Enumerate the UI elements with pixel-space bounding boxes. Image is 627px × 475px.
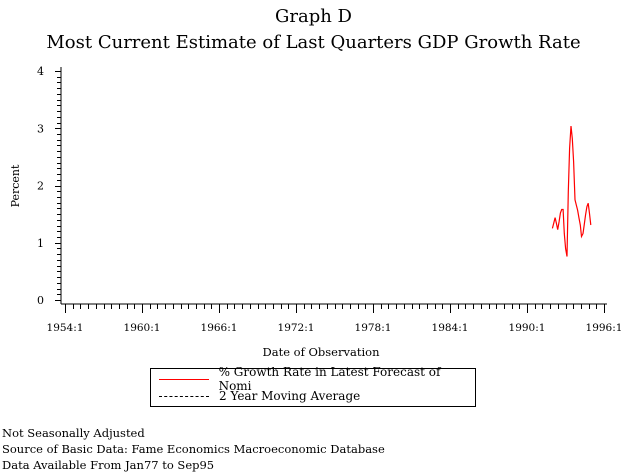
footnote: Data Available From Jan77 to Sep95 — [2, 458, 215, 472]
x-tick-label: 1954:1 — [47, 322, 84, 334]
axes: 0 1 2 3 4 1954:1 1960:1 1966:1 1972:1 1978:1 1984:… — [37, 65, 622, 334]
footnote: Not Seasonally Adjusted — [2, 426, 145, 440]
x-tick-label: 1960:1 — [124, 322, 161, 334]
y-tick-label: 4 — [37, 65, 44, 78]
x-tick-label: 1990:1 — [509, 322, 546, 334]
y-tick-label: 2 — [37, 180, 44, 193]
y-tick-label: 0 — [37, 294, 44, 307]
footnote: Source of Basic Data: Fame Economics Mac… — [2, 442, 385, 456]
x-tick-label: 1984:1 — [432, 322, 469, 334]
series-group — [551, 125, 592, 257]
legend-label: % Growth Rate in Latest Forecast of Nomi — [218, 365, 441, 393]
x-axis-label: Date of Observation — [263, 345, 381, 359]
series-line — [551, 125, 592, 257]
y-axis-label: Percent — [9, 164, 22, 207]
legend-item: 2 Year Moving Average — [159, 388, 360, 404]
y-tick-label: 1 — [37, 237, 44, 250]
x-tick-label: 1966:1 — [201, 322, 238, 334]
legend-label: 2 Year Moving Average — [219, 389, 361, 403]
x-tick-label: 1978:1 — [355, 322, 392, 334]
y-tick-label: 3 — [37, 122, 44, 135]
chart-title: Graph D — [275, 6, 352, 27]
legend: % Growth Rate in Latest Forecast of Nomi… — [150, 365, 476, 407]
legend-swatch-dashed-black — [159, 395, 209, 397]
legend-item: % Growth Rate in Latest Forecast of Nomi — [159, 365, 475, 393]
x-tick-label: 1972:1 — [278, 322, 315, 334]
legend-swatch-solid-red — [159, 378, 209, 380]
chart-subtitle: Most Current Estimate of Last Quarters G… — [46, 32, 581, 53]
x-tick-label: 1996:1 — [586, 322, 623, 334]
